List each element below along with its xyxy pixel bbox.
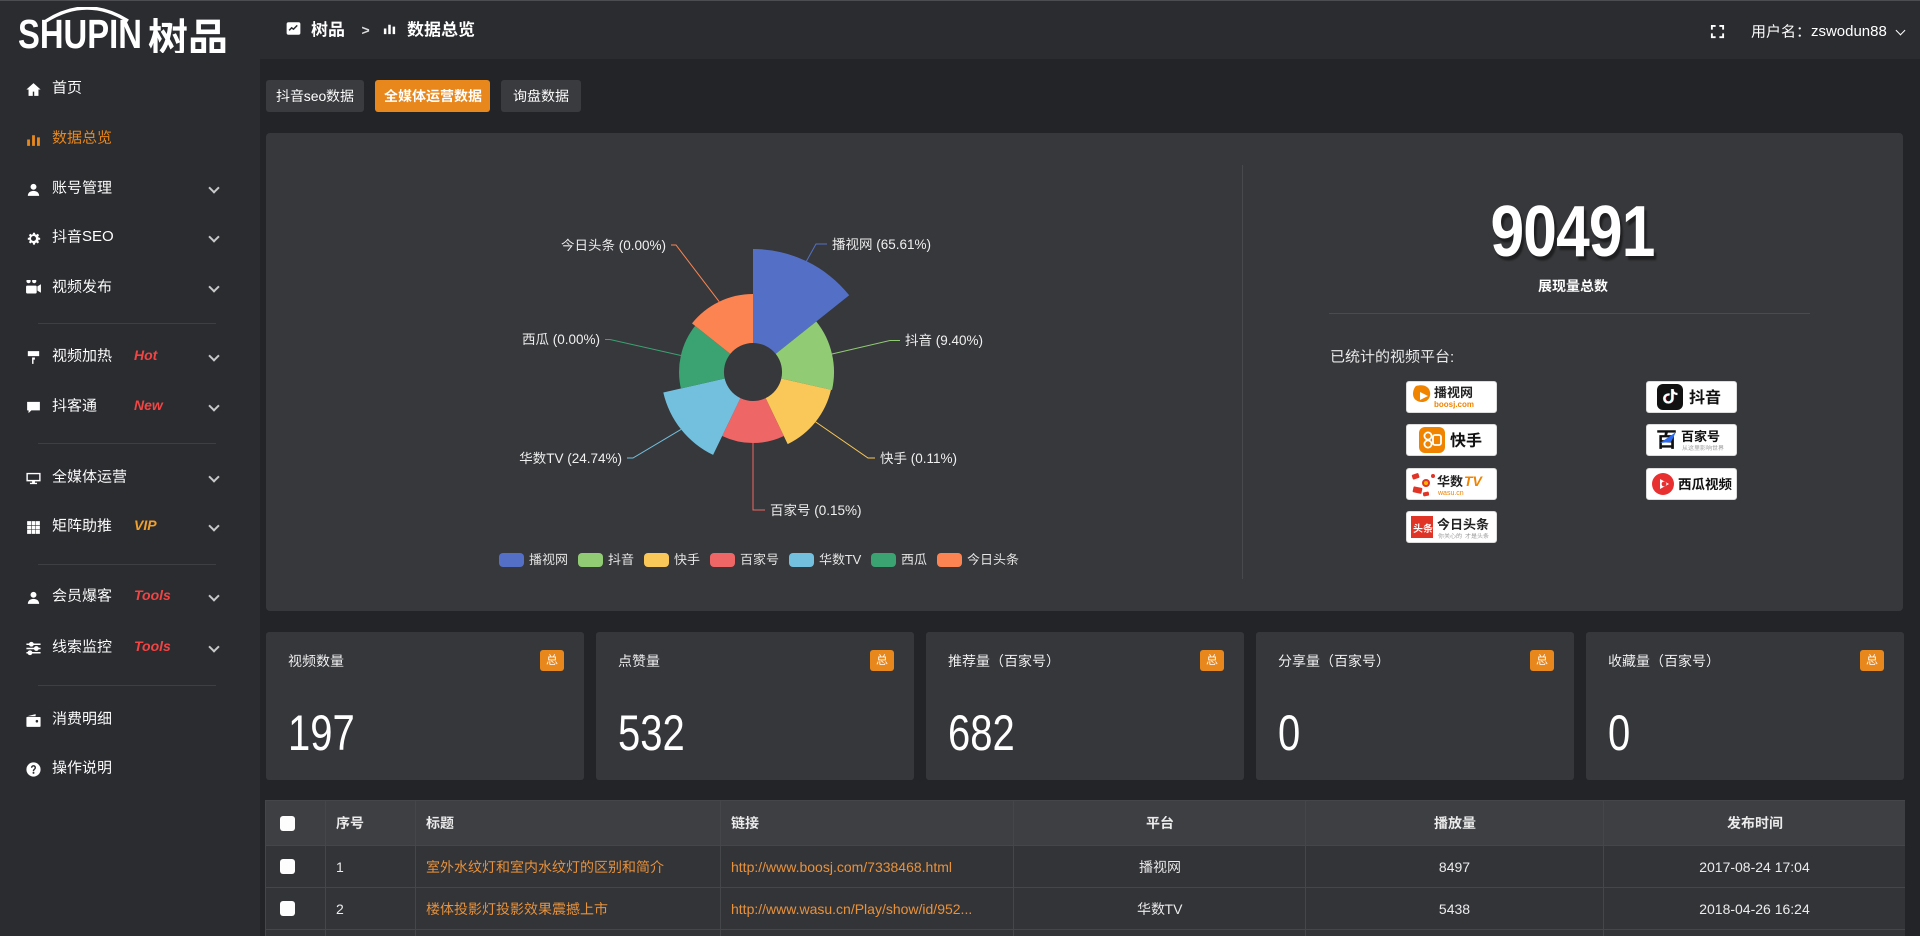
svg-text:wasu.cn: wasu.cn [1437,490,1464,497]
svg-text:TV (24.74%): TV (24.74%) [546,451,622,466]
svg-text:(9.40%): (9.40%) [932,333,983,348]
svg-text:(0.11%): (0.11%) [907,451,957,466]
svg-text:boosj.com: boosj.com [1434,400,1474,409]
svg-text:(0.15%): (0.15%) [811,503,862,518]
svg-text:SHUPIN: SHUPIN [18,10,142,53]
svg-text:(0.00%): (0.00%) [549,332,600,347]
svg-text:(65.61%): (65.61%) [873,237,932,252]
svg-text:TV: TV [1464,473,1484,489]
svg-text:(0.00%): (0.00%) [615,238,666,253]
